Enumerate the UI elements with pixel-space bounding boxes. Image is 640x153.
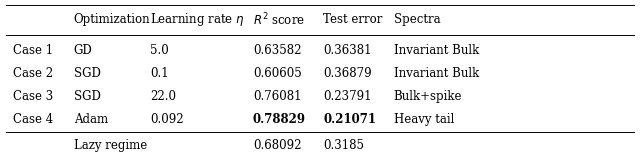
Text: GD: GD (74, 44, 92, 57)
Text: Case 1: Case 1 (13, 44, 53, 57)
Text: 0.23791: 0.23791 (323, 90, 372, 103)
Text: Case 3: Case 3 (13, 90, 53, 103)
Text: Invariant Bulk: Invariant Bulk (394, 67, 479, 80)
Text: 0.36381: 0.36381 (323, 44, 372, 57)
Text: 22.0: 22.0 (150, 90, 177, 103)
Text: Adam: Adam (74, 113, 108, 126)
Text: Spectra: Spectra (394, 13, 440, 26)
Text: Bulk+spike: Bulk+spike (394, 90, 462, 103)
Text: 0.76081: 0.76081 (253, 90, 301, 103)
Text: Case 4: Case 4 (13, 113, 53, 126)
Text: 0.60605: 0.60605 (253, 67, 301, 80)
Text: Test error: Test error (323, 13, 383, 26)
Text: Invariant Bulk: Invariant Bulk (394, 44, 479, 57)
Text: SGD: SGD (74, 67, 100, 80)
Text: 0.3185: 0.3185 (323, 139, 364, 152)
Text: Lazy regime: Lazy regime (74, 139, 147, 152)
Text: 0.21071: 0.21071 (323, 113, 376, 126)
Text: 0.1: 0.1 (150, 67, 169, 80)
Text: 0.78829: 0.78829 (253, 113, 306, 126)
Text: Heavy tail: Heavy tail (394, 113, 454, 126)
Text: 0.63582: 0.63582 (253, 44, 301, 57)
Text: 0.092: 0.092 (150, 113, 184, 126)
Text: Optimization: Optimization (74, 13, 150, 26)
Text: $R^2$ score: $R^2$ score (253, 12, 305, 28)
Text: Learning rate $\eta$: Learning rate $\eta$ (150, 11, 245, 28)
Text: 5.0: 5.0 (150, 44, 169, 57)
Text: 0.68092: 0.68092 (253, 139, 301, 152)
Text: 0.36879: 0.36879 (323, 67, 372, 80)
Text: Case 2: Case 2 (13, 67, 53, 80)
Text: SGD: SGD (74, 90, 100, 103)
